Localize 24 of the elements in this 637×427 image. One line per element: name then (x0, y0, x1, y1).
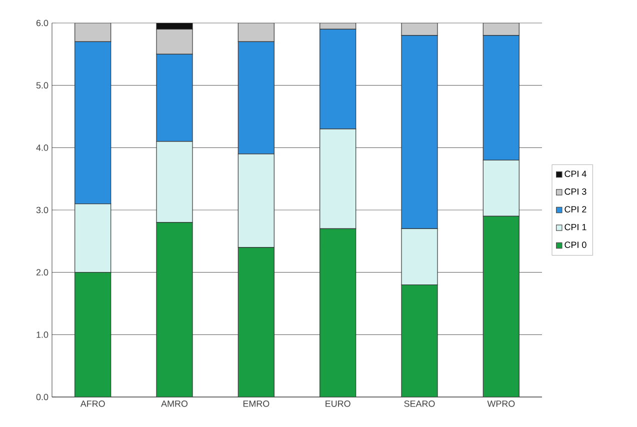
y-tick-label: 0.0 (36, 394, 48, 400)
y-tick-label: 2.0 (36, 269, 48, 276)
legend-label: CPI 1 (564, 224, 586, 230)
x-tick-label: WPRO (487, 400, 515, 407)
bar (238, 247, 274, 397)
x-tick-label: AMRO (161, 400, 188, 407)
x-tick-label: EURO (326, 400, 350, 407)
legend-label: CPI 3 (564, 188, 586, 195)
bar (320, 228, 356, 397)
bar (74, 272, 112, 397)
x-tick-label: AFRO (80, 400, 105, 407)
y-tick-label: 5.0 (36, 82, 48, 89)
legend-label: CPI 2 (564, 206, 586, 212)
y-tick-label: 1.0 (36, 331, 48, 338)
legend-label: CPI 0 (564, 242, 586, 248)
y-tick-label: 6.0 (36, 20, 48, 26)
x-tick-label: SEARO (404, 400, 435, 407)
y-tick-label: 3.0 (36, 206, 48, 214)
bar (482, 216, 520, 397)
legend-label: CPI 4 (564, 170, 586, 177)
bar (156, 222, 193, 397)
x-tick-label: EMRO (243, 400, 270, 407)
bar (401, 284, 438, 397)
y-tick-label: 4.0 (36, 144, 48, 151)
